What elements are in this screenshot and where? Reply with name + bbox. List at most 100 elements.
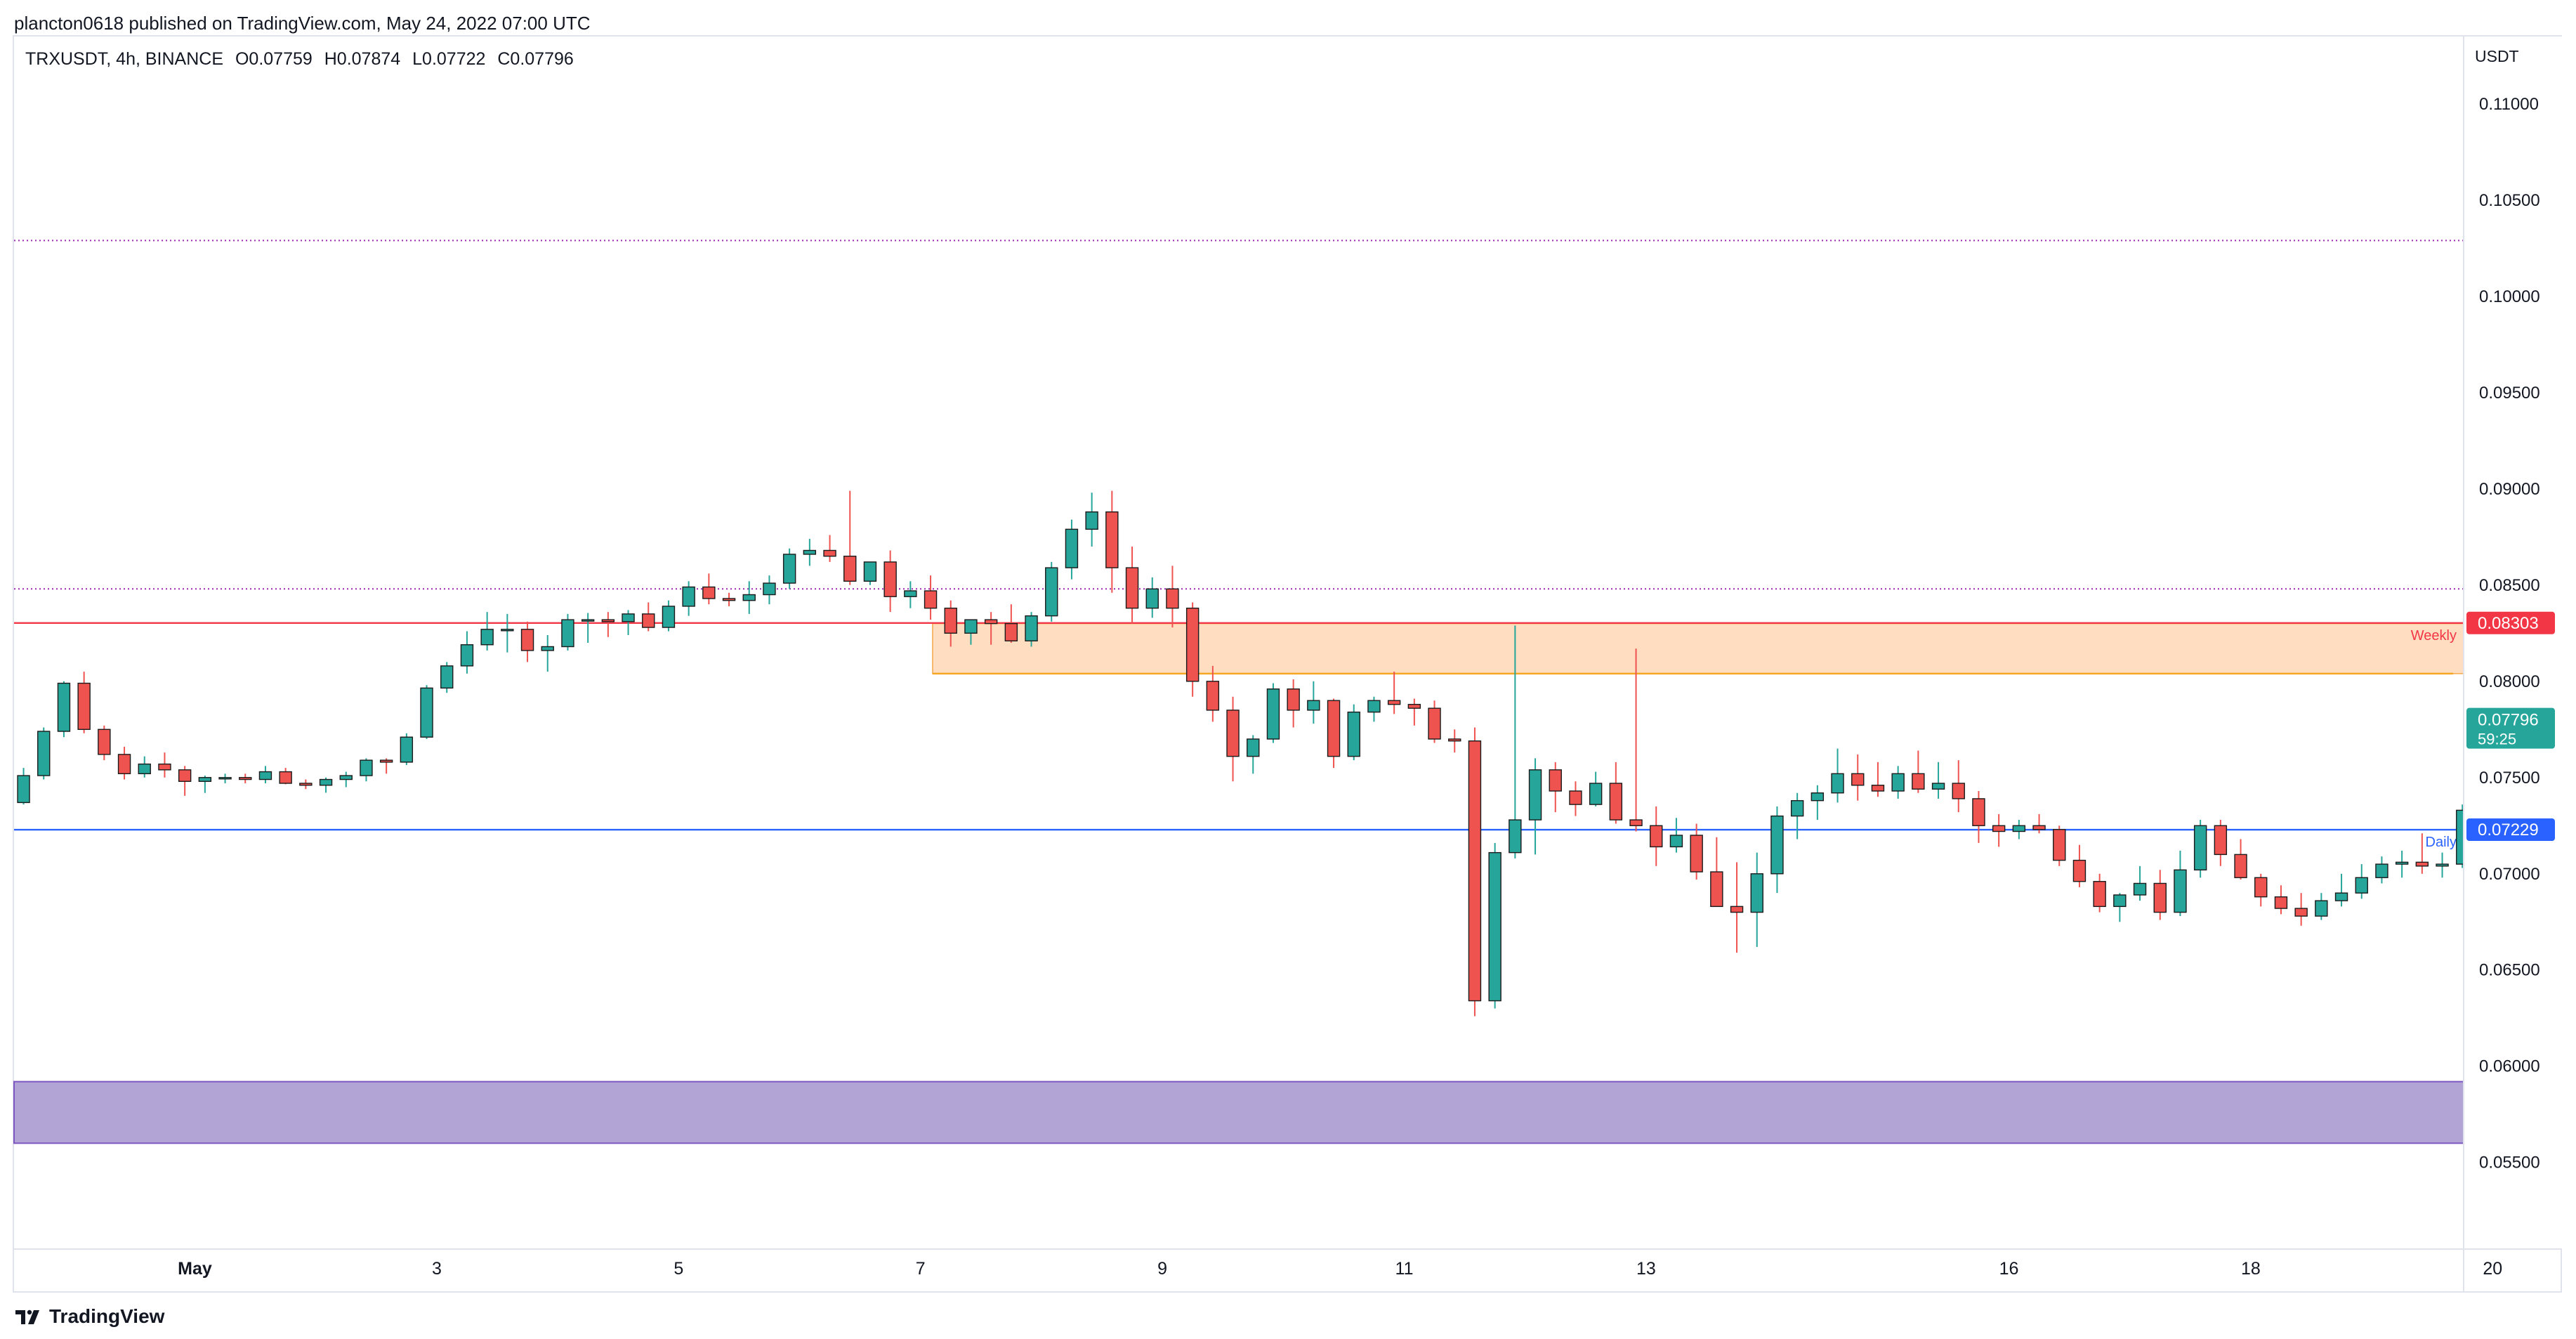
candle[interactable]: [561, 613, 574, 651]
candle[interactable]: [1266, 683, 1280, 743]
candle[interactable]: [37, 727, 51, 780]
tradingview-logo-icon[interactable]: [14, 1307, 42, 1326]
candle[interactable]: [520, 621, 534, 662]
candle[interactable]: [117, 746, 131, 780]
candle[interactable]: [1931, 762, 1945, 799]
candle[interactable]: [1065, 519, 1079, 580]
candle[interactable]: [2174, 850, 2187, 917]
candle[interactable]: [1468, 727, 1482, 1017]
candle[interactable]: [2436, 852, 2449, 878]
candle[interactable]: [1690, 823, 1703, 880]
candle[interactable]: [1347, 704, 1360, 761]
candle[interactable]: [1891, 766, 1905, 799]
candle[interactable]: [843, 490, 857, 585]
candle[interactable]: [400, 733, 414, 765]
candle[interactable]: [2072, 844, 2087, 887]
candle[interactable]: [2032, 814, 2046, 834]
candle[interactable]: [2274, 885, 2288, 915]
candle[interactable]: [1448, 729, 1461, 753]
candle[interactable]: [984, 612, 998, 645]
candle[interactable]: [1528, 758, 1542, 855]
candle[interactable]: [1145, 577, 1159, 618]
candle[interactable]: [1387, 672, 1401, 714]
symbol-name[interactable]: TRXUSDT, 4h, BINANCE: [25, 49, 224, 69]
candle[interactable]: [1912, 750, 1925, 793]
candle[interactable]: [964, 619, 978, 645]
candle[interactable]: [77, 672, 91, 733]
candle[interactable]: [1166, 566, 1179, 628]
candle[interactable]: [1125, 547, 1139, 624]
candle[interactable]: [339, 771, 353, 788]
candle[interactable]: [1185, 602, 1200, 697]
candle[interactable]: [763, 575, 776, 605]
candle[interactable]: [379, 758, 393, 774]
candle[interactable]: [460, 631, 474, 674]
candle[interactable]: [742, 581, 756, 614]
candle[interactable]: [319, 777, 333, 793]
candle[interactable]: [440, 662, 454, 693]
candle[interactable]: [17, 768, 30, 805]
candle[interactable]: [1730, 862, 1744, 953]
candle[interactable]: [601, 612, 615, 637]
candle[interactable]: [2395, 850, 2409, 878]
candle[interactable]: [1710, 837, 1723, 908]
candle[interactable]: [2415, 833, 2429, 874]
candle[interactable]: [581, 613, 595, 643]
candle[interactable]: [1811, 785, 1825, 821]
candle[interactable]: [1327, 698, 1341, 769]
candle[interactable]: [1589, 771, 1603, 806]
candle[interactable]: [1206, 665, 1220, 722]
candle[interactable]: [480, 612, 494, 651]
candle[interactable]: [682, 581, 695, 616]
candle[interactable]: [1025, 612, 1038, 647]
candle[interactable]: [1407, 698, 1421, 726]
candle[interactable]: [2234, 839, 2247, 880]
candle[interactable]: [57, 681, 71, 738]
candle[interactable]: [883, 550, 897, 613]
candle[interactable]: [1851, 754, 1865, 801]
candle[interactable]: [2113, 893, 2127, 922]
candle[interactable]: [1105, 490, 1119, 593]
candle[interactable]: [1307, 681, 1320, 724]
candle[interactable]: [1750, 852, 1763, 947]
candle[interactable]: [2254, 873, 2268, 907]
candle[interactable]: [803, 539, 817, 566]
candle[interactable]: [1287, 679, 1300, 728]
candle[interactable]: [299, 779, 313, 790]
candle[interactable]: [2053, 825, 2066, 866]
candle[interactable]: [1045, 561, 1058, 622]
candle[interactable]: [198, 776, 212, 793]
candle[interactable]: [2153, 870, 2167, 920]
candle[interactable]: [1509, 625, 1522, 858]
candle[interactable]: [1650, 806, 1663, 866]
candle[interactable]: [1831, 748, 1844, 803]
candle[interactable]: [1428, 700, 1441, 743]
candle[interactable]: [622, 610, 635, 636]
candle[interactable]: [2315, 893, 2328, 920]
candle[interactable]: [702, 573, 716, 605]
candle[interactable]: [239, 773, 252, 783]
candle[interactable]: [1569, 781, 1582, 816]
candle[interactable]: [1247, 735, 1260, 774]
candle[interactable]: [662, 600, 676, 632]
candle[interactable]: [924, 575, 938, 620]
candle[interactable]: [2214, 820, 2228, 866]
candle[interactable]: [541, 635, 554, 672]
candle[interactable]: [1770, 806, 1784, 894]
candle[interactable]: [2375, 856, 2388, 884]
candle[interactable]: [1629, 648, 1643, 832]
candle[interactable]: [420, 685, 433, 739]
candle[interactable]: [2012, 820, 2026, 840]
candle[interactable]: [138, 756, 151, 778]
candle[interactable]: [501, 613, 514, 653]
candle[interactable]: [1488, 842, 1501, 1009]
candle[interactable]: [1367, 696, 1381, 722]
candle[interactable]: [218, 773, 232, 783]
candle[interactable]: [2355, 864, 2368, 899]
candle[interactable]: [722, 592, 736, 606]
candle[interactable]: [178, 766, 192, 796]
supply-zone[interactable]: [932, 622, 2464, 674]
candle[interactable]: [823, 535, 836, 562]
candle[interactable]: [1952, 760, 1965, 813]
candle[interactable]: [1609, 762, 1623, 824]
